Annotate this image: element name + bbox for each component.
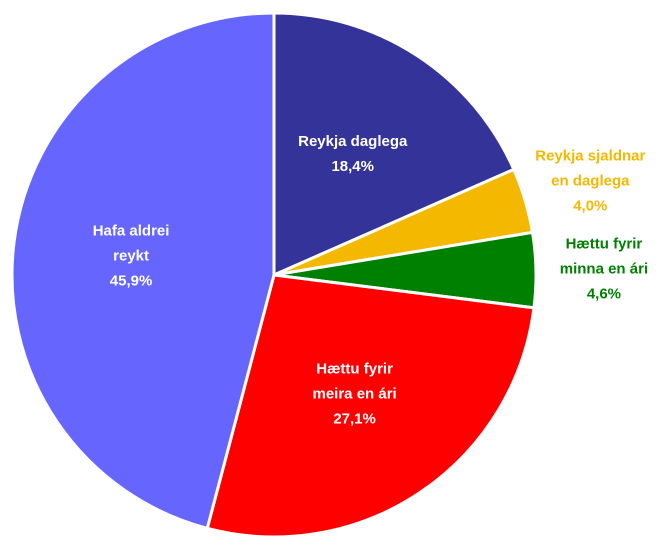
pie-slice (205, 273, 536, 536)
pie-slice (272, 11, 516, 278)
slice-label: Hættu fyrir meira en ári 27,1% (299, 357, 411, 432)
category-label: Hafa aldrei reykt (92, 222, 170, 265)
slice-label: Hafa aldrei reykt 45,9% (75, 219, 187, 294)
category-label: Hættu fyrir meira en ári (312, 360, 397, 403)
category-label: Reykja sjaldnar en daglega (535, 147, 646, 190)
slice-label: Reykja sjaldnar en daglega 4,0% (534, 143, 646, 218)
slice-label: Reykja daglega 18,4% (297, 129, 409, 179)
value-label: 4,0% (573, 197, 608, 215)
category-label: Hættu fyrir minna en ári (559, 235, 649, 278)
category-label: Reykja daglega (298, 133, 408, 151)
value-label: 45,9% (109, 272, 153, 290)
value-label: 4,6% (586, 285, 622, 303)
slice-label: Hættu fyrir minna en ári 4,6% (548, 231, 660, 306)
value-label: 18,4% (331, 158, 374, 176)
pie-slice (10, 11, 276, 531)
value-label: 27,1% (333, 410, 376, 428)
